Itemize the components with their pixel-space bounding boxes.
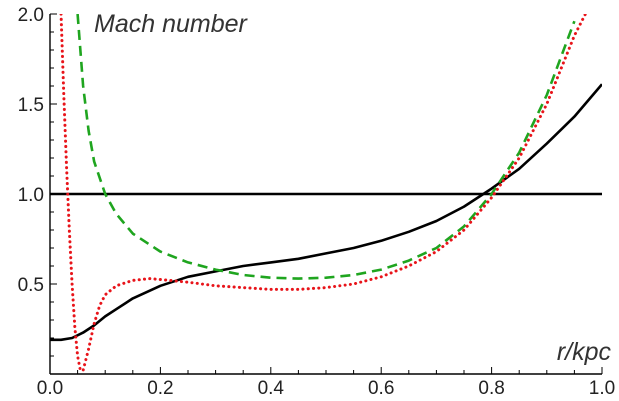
mach-number-annotation: Mach number <box>94 10 249 38</box>
x-tick-label: 0.4 <box>258 378 285 399</box>
series-line-0-solid <box>50 83 602 342</box>
x-tick-label: 0.6 <box>368 378 394 399</box>
y-tick-label: 1.0 <box>18 185 44 206</box>
y-tick-label: 1.5 <box>18 95 44 116</box>
y-tick-label: 2.0 <box>18 5 44 26</box>
x-tick-label: 0.2 <box>147 378 173 399</box>
x-tick-label: 0.8 <box>478 378 504 399</box>
x-tick-label: 1.0 <box>589 378 615 399</box>
y-tick-label: 0.5 <box>18 275 44 296</box>
series-line-2-dashed <box>76 14 576 280</box>
series-line-3-dotted <box>59 14 587 372</box>
x-tick-label: 0.0 <box>37 378 63 399</box>
r-kpc-annotation: r/kpc <box>557 338 612 366</box>
